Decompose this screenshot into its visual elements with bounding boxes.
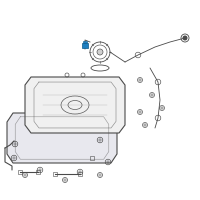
Circle shape	[144, 124, 146, 126]
Polygon shape	[7, 113, 117, 163]
Bar	[90, 156, 94, 160]
Circle shape	[183, 36, 187, 40]
Circle shape	[139, 111, 141, 113]
Bar	[36, 170, 40, 174]
Circle shape	[161, 107, 163, 109]
Bar	[78, 172, 82, 176]
Bar	[83, 41, 87, 43]
Polygon shape	[25, 77, 125, 133]
Bar	[82, 43, 88, 48]
Circle shape	[151, 94, 153, 96]
Bar	[18, 170, 22, 174]
Circle shape	[139, 79, 141, 81]
Circle shape	[97, 49, 103, 55]
Bar	[53, 172, 57, 176]
